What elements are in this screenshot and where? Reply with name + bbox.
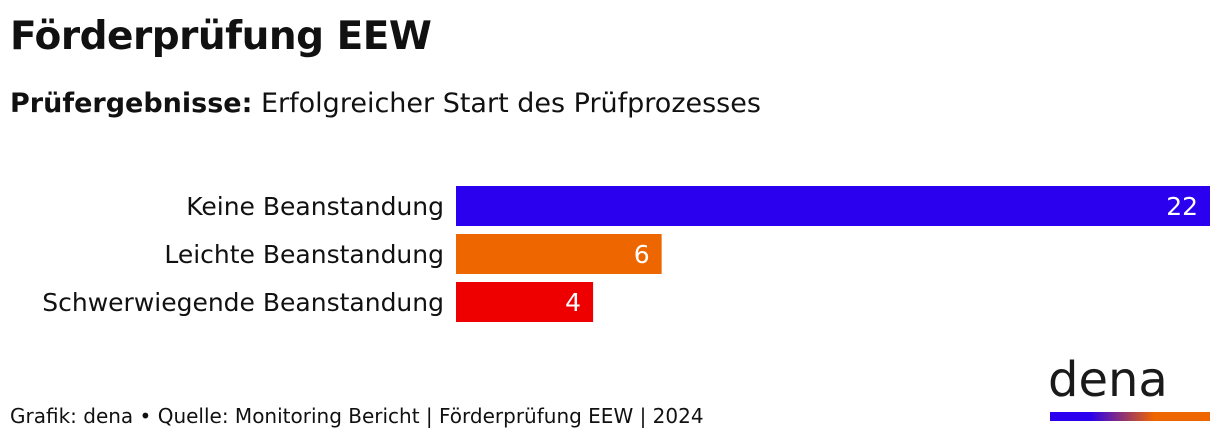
bar — [456, 282, 594, 322]
chart-title: Förderprüfung EEW — [10, 14, 432, 59]
category-label: Keine Beanstandung — [186, 192, 444, 221]
logo-gradient-bar — [1050, 412, 1210, 421]
dena-logo: dena — [1048, 352, 1212, 424]
subtitle-text: Erfolgreicher Start des Prüfprozesses — [261, 88, 761, 119]
chart-subtitle: Prüfergebnisse: Erfolgreicher Start des … — [10, 88, 761, 119]
source-footer: Grafik: dena • Quelle: Monitoring Berich… — [10, 404, 704, 428]
category-label: Schwerwiegende Beanstandung — [42, 288, 444, 317]
category-label: Leichte Beanstandung — [164, 240, 444, 269]
data-label: 22 — [1166, 192, 1198, 221]
data-label: 4 — [565, 288, 581, 317]
logo-text: dena — [1048, 352, 1168, 408]
subtitle-bold: Prüfergebnisse: — [10, 88, 253, 119]
bar — [456, 186, 1210, 226]
bar — [456, 234, 662, 274]
data-label: 6 — [634, 240, 650, 269]
